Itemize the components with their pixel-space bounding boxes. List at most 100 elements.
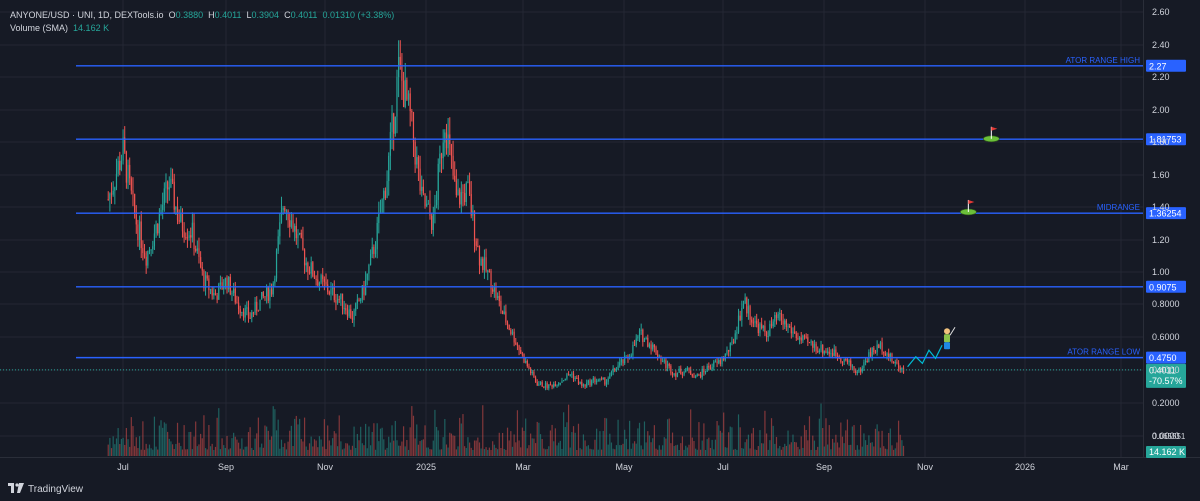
candle-body (599, 378, 601, 381)
volume-bar (855, 449, 857, 456)
volume-bar (269, 439, 271, 456)
candle-body (723, 357, 725, 360)
volume-bar (779, 445, 781, 456)
volume-bar (200, 433, 202, 456)
volume-bar (148, 444, 151, 456)
candle-body (262, 292, 264, 297)
volume-bar (143, 449, 146, 456)
volume-bar (663, 437, 665, 456)
candle-body (125, 151, 127, 183)
candle-body (752, 322, 754, 324)
volume-bar (138, 436, 141, 456)
volume-bar (897, 420, 900, 456)
volume-bar (861, 446, 863, 456)
volume-bar (767, 449, 769, 456)
volume-bar (381, 427, 383, 456)
candle-body (530, 368, 532, 374)
volume-bar (662, 445, 664, 456)
volume-bar (120, 438, 123, 456)
volume-bar (167, 431, 169, 456)
volume-bar (648, 435, 651, 456)
candle-body (439, 153, 441, 164)
volume-bar (701, 440, 703, 456)
y-tick-label: 1.20 (1152, 235, 1170, 245)
golfer-head (944, 328, 951, 335)
volume-bar (305, 446, 307, 456)
volume-bar (358, 440, 360, 456)
volume-bar (724, 447, 726, 456)
volume-bar (752, 427, 754, 456)
level-name: ATOR RANGE HIGH (1066, 56, 1141, 65)
volume-bar (135, 437, 137, 456)
volume-bar (614, 449, 616, 456)
candle-body (577, 378, 580, 384)
volume-label[interactable]: Volume (SMA) (10, 23, 69, 33)
volume-bar (723, 412, 725, 456)
volume-bar (173, 448, 175, 456)
candle-body (721, 357, 723, 365)
candle-body (320, 275, 322, 283)
candle-body (561, 380, 563, 383)
candle-body (115, 173, 118, 188)
candle-body (300, 232, 302, 238)
volume-bar (629, 420, 631, 456)
brand-name[interactable]: TradingView (28, 484, 84, 495)
volume-bar (637, 428, 639, 456)
volume-bar (600, 449, 603, 456)
candle-body (183, 231, 185, 238)
volume-bar (163, 422, 165, 456)
candle-body (553, 384, 555, 388)
candle-body (676, 372, 679, 377)
candle-body (739, 315, 741, 320)
volume-bar (530, 433, 532, 456)
candle-body (468, 181, 471, 195)
volume-bar (810, 449, 812, 456)
volume-bar (209, 446, 212, 456)
candle-body (180, 213, 182, 222)
volume-bar (376, 423, 378, 456)
level-name: MIDRANGE (1097, 203, 1140, 212)
candle-body (148, 249, 151, 251)
open-value: 0.3880 (175, 10, 204, 20)
candle-body (117, 160, 119, 174)
flag (968, 199, 975, 204)
candle-body (559, 382, 561, 384)
volume-bar (543, 448, 545, 456)
volume-bar (820, 403, 822, 456)
open-label: O (168, 10, 176, 20)
candle-body (564, 378, 566, 381)
candle-body (747, 306, 750, 314)
volume-bar (744, 442, 746, 456)
tradingview-logo-icon[interactable] (8, 483, 24, 496)
symbol-title[interactable]: ANYONE/USD · UNI, 1D, DEXTools.io (10, 10, 164, 20)
candle-body (831, 353, 834, 356)
volume-bar (213, 449, 215, 456)
candle-body (792, 331, 794, 334)
volume-bar (312, 446, 314, 456)
candle-body (427, 203, 429, 205)
candle-body (134, 193, 136, 215)
volume-bar (817, 446, 819, 456)
candle-body (485, 257, 487, 271)
volume-bar (757, 446, 759, 456)
volume-bar (500, 448, 502, 456)
candle-body (191, 222, 193, 238)
candle-body (188, 235, 190, 238)
volume-bar (155, 446, 157, 456)
volume-bar (389, 442, 391, 456)
volume-bar (218, 408, 220, 456)
volume-bar (864, 440, 867, 456)
candle-body (619, 362, 621, 366)
volume-bar (412, 415, 415, 456)
candle-body (236, 302, 238, 304)
volume-bar (901, 440, 903, 456)
change-value: 0.01310 (+3.38%) (322, 10, 395, 20)
candle-body (663, 360, 665, 362)
candle-body (229, 276, 231, 295)
volume-bar (186, 449, 189, 456)
volume-bar (813, 440, 816, 456)
candle-body (129, 164, 131, 179)
candle-body (591, 380, 593, 386)
golfer-shirt (944, 334, 951, 343)
